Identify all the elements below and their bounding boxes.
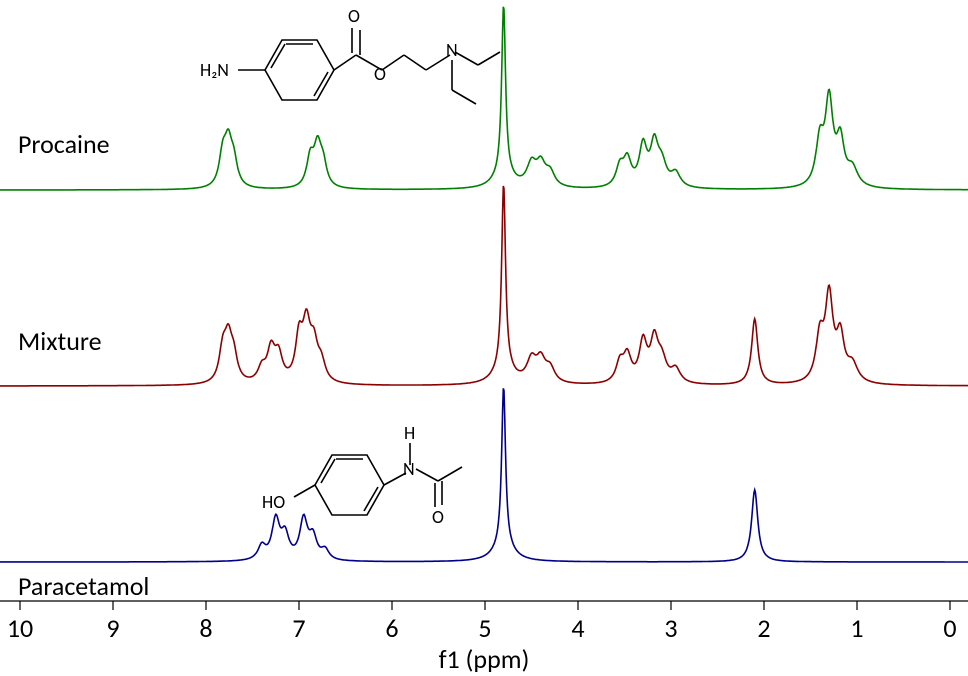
svg-text:H: H [404, 422, 415, 444]
svg-text:O: O [348, 5, 360, 27]
tick-5: 5 [478, 612, 491, 644]
svg-text:H₂N: H₂N [200, 59, 229, 81]
procaine-structure: H₂N O O N [190, 0, 510, 140]
x-axis-label: f1 (ppm) [0, 643, 968, 675]
tick-7: 7 [292, 612, 305, 644]
svg-text:N: N [403, 458, 415, 480]
tick-8: 8 [199, 612, 212, 644]
tick-9: 9 [106, 612, 119, 644]
tick-1: 1 [850, 612, 863, 644]
tick-10: 10 [7, 612, 33, 644]
paracetamol-structure: HO N H O [260, 395, 480, 545]
label-mixture: Mixture [18, 325, 102, 357]
tick-6: 6 [385, 612, 398, 644]
svg-text:HO: HO [262, 491, 285, 513]
label-paracetamol: Paracetamol [18, 570, 149, 602]
svg-text:N: N [446, 39, 458, 61]
spectrum-paracetamol [0, 388, 968, 562]
svg-text:O: O [374, 63, 386, 85]
tick-0: 0 [943, 612, 956, 644]
nmr-figure: H₂N O O N HO N H O [0, 0, 968, 676]
tick-3: 3 [664, 612, 677, 644]
tick-2: 2 [757, 612, 770, 644]
svg-text:O: O [432, 506, 444, 528]
spectrum-mixture [0, 186, 968, 386]
label-procaine: Procaine [18, 128, 110, 160]
tick-4: 4 [571, 612, 584, 644]
